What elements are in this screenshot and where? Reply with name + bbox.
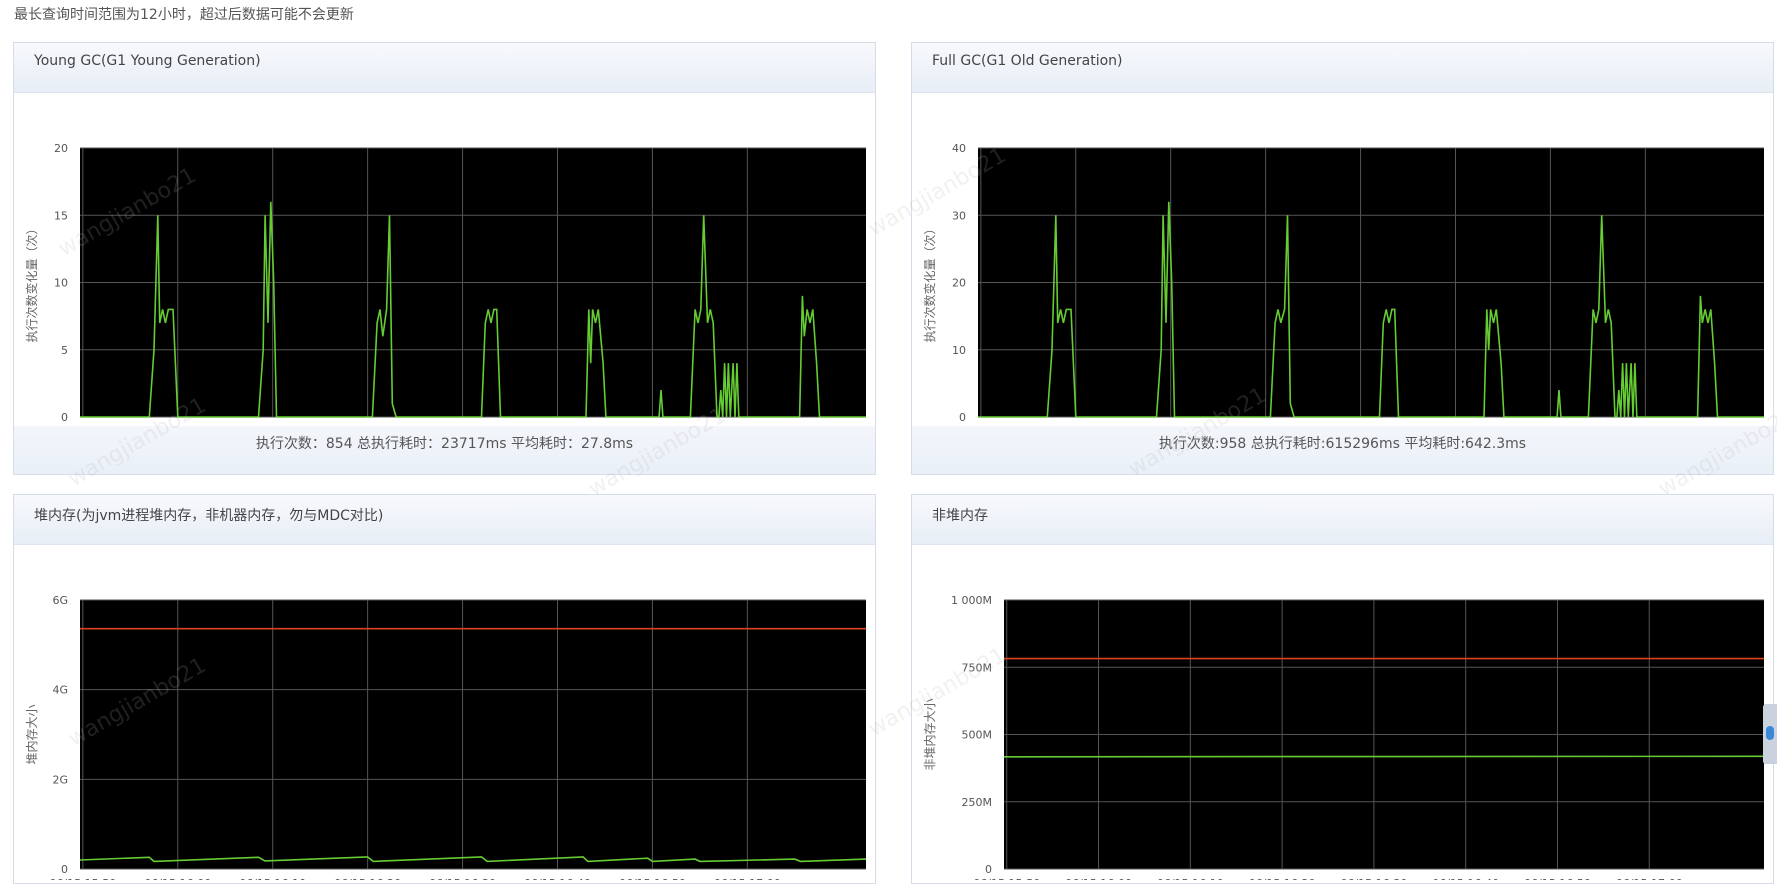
- x-tick-label: 06/15 15:50: [49, 877, 116, 880]
- y-axis-label: 堆内存大小: [25, 704, 39, 764]
- x-tick-label: 06/15 16:20: [1249, 877, 1316, 880]
- y-tick-label: 10: [952, 344, 966, 357]
- series-line: [80, 201, 866, 418]
- y-tick-label: 20: [952, 277, 966, 290]
- y-tick-label: 20: [54, 142, 68, 155]
- y-tick-label: 0: [61, 863, 68, 876]
- y-tick-label: 750M: [962, 661, 993, 674]
- x-tick-label: 06/15 15:50: [973, 877, 1040, 880]
- panel-header: 非堆内存: [912, 495, 1773, 545]
- panel-title: 堆内存(为jvm进程堆内存，非机器内存，勿与MDC对比): [34, 508, 384, 524]
- side-feedback-tab[interactable]: [1763, 704, 1777, 764]
- y-tick-label: 4G: [52, 684, 68, 697]
- y-axis-label: 执行次数变化量（次）: [24, 222, 39, 342]
- x-tick-label: 06/15 16:40: [1432, 877, 1499, 880]
- x-tick-label: 06/15 17:00: [714, 877, 781, 880]
- y-tick-label: 250M: [962, 796, 993, 809]
- y-tick-label: 2G: [52, 773, 68, 786]
- query-range-notice: 最长查询时间范围为12小时，超过后数据可能不会更新: [14, 7, 354, 23]
- y-axis-label: 执行次数变化量（次）: [922, 222, 937, 342]
- x-tick-label: 06/15 16:10: [1157, 877, 1224, 880]
- y-tick-label: 15: [54, 209, 68, 222]
- y-tick-label: 10: [54, 277, 68, 290]
- plot-area: [80, 600, 866, 869]
- panel-header: Young GC(G1 Young Generation): [14, 43, 875, 93]
- full-gc-panel: Full GC(G1 Old Generation) 01020304006/1…: [911, 42, 1774, 475]
- y-tick-label: 0: [985, 863, 992, 876]
- x-tick-label: 06/15 16:50: [1524, 877, 1591, 880]
- y-tick-label: 40: [952, 142, 966, 155]
- heap-memory-panel: 堆内存(为jvm进程堆内存，非机器内存，勿与MDC对比) 0 2G 4G 6G 06/1…: [13, 494, 876, 884]
- x-tick-label: 06/15 16:40: [524, 877, 591, 880]
- young-gc-panel: Young GC(G1 Young Generation) 0510152006…: [13, 42, 876, 475]
- heap-memory-chart: 0 2G 4G 6G 06/15 15:50 06/15 16:00 06/15 16:10…: [25, 594, 867, 880]
- panel-header: Full GC(G1 Old Generation): [912, 43, 1773, 93]
- x-tick-label: 06/15 17:00: [1616, 877, 1683, 880]
- full-gc-chart: 01020304006/15 15:5006/15 16:0006/15 16:…: [922, 142, 1764, 428]
- x-tick-label: 06/15 16:00: [144, 877, 211, 880]
- panel-title: Full GC(G1 Old Generation): [932, 53, 1123, 69]
- panel-title: 非堆内存: [932, 508, 988, 524]
- x-tick-label: 06/15 16:00: [1065, 877, 1132, 880]
- x-tick-label: 06/15 16:30: [429, 877, 496, 880]
- x-tick-label: 06/15 16:50: [619, 877, 686, 880]
- panel-header: 堆内存(为jvm进程堆内存，非机器内存，勿与MDC对比): [14, 495, 875, 545]
- y-tick-label: 0: [61, 411, 68, 424]
- y-tick-label: 1 000M: [951, 594, 992, 607]
- x-tick-label: 06/15 16:20: [334, 877, 401, 880]
- nonheap-memory-chart: 0 250M 500M 750M 1 000M 06/15 15:50 06/15 16:0…: [923, 594, 1765, 880]
- y-tick-label: 5: [61, 344, 68, 357]
- young-gc-chart: 0510152006/15 15:5006/15 16:0006/15 16:1…: [24, 142, 866, 428]
- series-line: [1003, 755, 1765, 758]
- series-line: [978, 201, 1764, 418]
- series-line: [79, 856, 867, 863]
- y-tick-label: 6G: [52, 594, 68, 607]
- panel-title: Young GC(G1 Young Generation): [34, 53, 261, 69]
- feedback-icon: [1766, 726, 1774, 740]
- y-tick-label: 500M: [962, 729, 993, 742]
- y-axis-label: 非堆内存大小: [923, 698, 937, 770]
- x-tick-label: 06/15 16:30: [1340, 877, 1407, 880]
- y-tick-label: 0: [959, 411, 966, 424]
- x-tick-label: 06/15 16:10: [239, 877, 306, 880]
- gc-stats: 执行次数：854 总执行耗时：23717ms 平均耗时：27.8ms: [14, 426, 875, 474]
- gc-stats: 执行次数:958 总执行耗时:615296ms 平均耗时:642.3ms: [912, 426, 1773, 474]
- y-tick-label: 30: [952, 209, 966, 222]
- nonheap-memory-panel: 非堆内存 0 250M 500M 750M 1 000M 06/15 15:50 06/15…: [911, 494, 1774, 884]
